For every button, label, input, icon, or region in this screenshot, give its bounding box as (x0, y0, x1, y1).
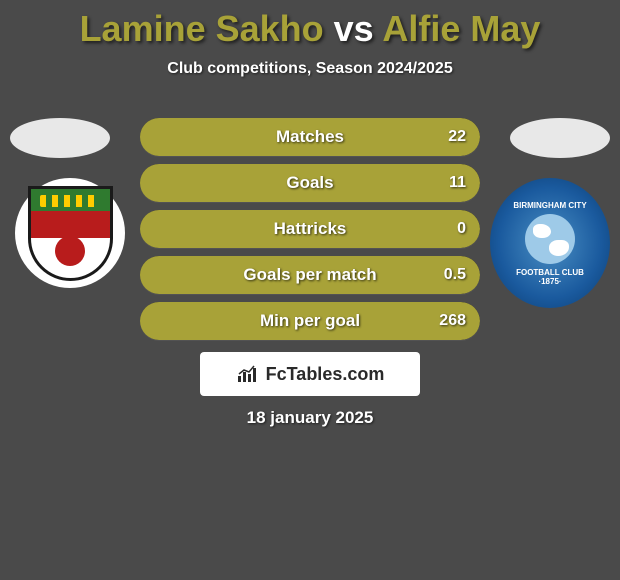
stat-bars: Matches22 Goals11 Hattricks0 Goals per matc… (140, 118, 480, 348)
comparison-title: Lamine Sakho vs Alfie May (0, 0, 620, 50)
crest-bottom-text: FOOTBALL CLUB (516, 268, 584, 277)
bar-value-right: 0 (457, 210, 466, 248)
bar-label: Goals (140, 164, 480, 202)
stat-bar-row: Min per goal268 (140, 302, 480, 340)
crest-top-text: BIRMINGHAM CITY (513, 201, 586, 210)
player1-flag (10, 118, 110, 158)
stat-bar-row: Goals per match0.5 (140, 256, 480, 294)
vs-text: vs (334, 8, 374, 49)
stat-bar-row: Matches22 (140, 118, 480, 156)
bar-value-right: 11 (449, 164, 466, 202)
bar-value-right: 268 (439, 302, 466, 340)
chart-icon (236, 364, 260, 384)
stat-bar-row: Goals11 (140, 164, 480, 202)
globe-icon (525, 214, 575, 264)
player2-name: Alfie May (382, 8, 540, 49)
bar-label: Hattricks (140, 210, 480, 248)
stat-bar-row: Hattricks0 (140, 210, 480, 248)
bar-label: Matches (140, 118, 480, 156)
bar-label: Min per goal (140, 302, 480, 340)
crest-year: ·1875· (538, 277, 561, 286)
bar-value-right: 0.5 (444, 256, 466, 294)
bar-value-right: 22 (448, 118, 466, 156)
subtitle: Club competitions, Season 2024/2025 (0, 60, 620, 78)
brand-text: FcTables.com (266, 364, 385, 385)
player2-club-crest: BIRMINGHAM CITY FOOTBALL CLUB ·1875· (490, 178, 610, 308)
brand-badge: FcTables.com (200, 352, 420, 396)
date-text: 18 january 2025 (0, 408, 620, 428)
wrexham-crest-icon (28, 186, 113, 281)
player2-flag (510, 118, 610, 158)
player1-club-crest (15, 178, 125, 288)
player1-name: Lamine Sakho (80, 8, 324, 49)
bar-label: Goals per match (140, 256, 480, 294)
